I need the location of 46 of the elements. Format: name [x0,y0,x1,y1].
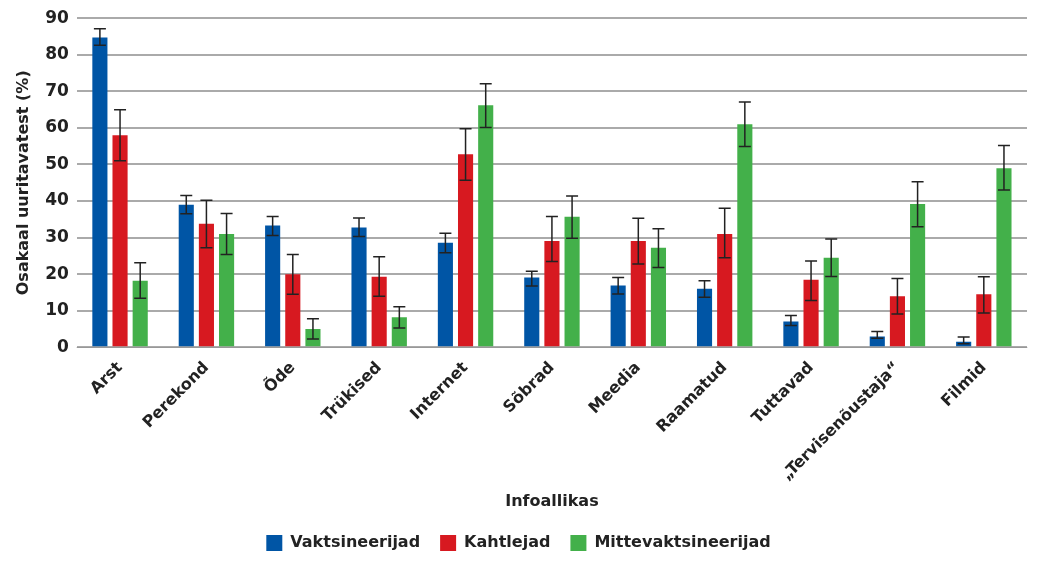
bar [524,277,540,347]
bar [112,135,128,347]
bar [285,274,301,347]
x-tick-label: Õde [259,357,299,397]
bar [717,233,733,347]
bar [976,294,992,347]
y-tick-label: 60 [45,116,70,137]
bar [544,240,560,347]
y-tick-label: 70 [45,79,70,100]
bar [783,321,799,347]
bar [198,223,214,347]
y-tick-label: 20 [45,262,70,283]
bar [478,105,494,347]
bar [132,280,148,347]
bar [737,124,753,347]
bar [371,276,387,347]
bar [650,247,667,347]
bar [823,257,839,347]
bar [996,168,1012,347]
bar [910,203,926,347]
bar [92,37,108,347]
bar [564,216,580,347]
x-axis-title: Infoallikas [505,490,599,510]
y-tick-label: 90 [45,6,70,27]
y-tick-label: 80 [45,43,70,64]
legend-label: Kahtlejad [464,532,551,552]
bar [265,225,281,347]
bar [391,317,407,347]
bar [351,227,367,347]
y-axis-title: Osakaal uuritavatest (%) [12,70,32,296]
y-tick-label: 40 [45,189,70,210]
bar [696,288,713,347]
bar [437,242,453,347]
bar [219,233,235,347]
y-tick-label: 0 [57,335,70,356]
bar [610,285,626,347]
legend-label: Vaktsineerijad [290,532,421,552]
bar [178,204,194,347]
bar [803,279,819,347]
legend-label: Mittevaktsineerijad [594,532,771,552]
y-tick-label: 50 [45,152,70,173]
bar [889,296,905,347]
bar [457,154,474,347]
y-tick-label: 30 [45,226,70,247]
y-tick-label: 10 [45,299,70,320]
bar [630,240,646,347]
